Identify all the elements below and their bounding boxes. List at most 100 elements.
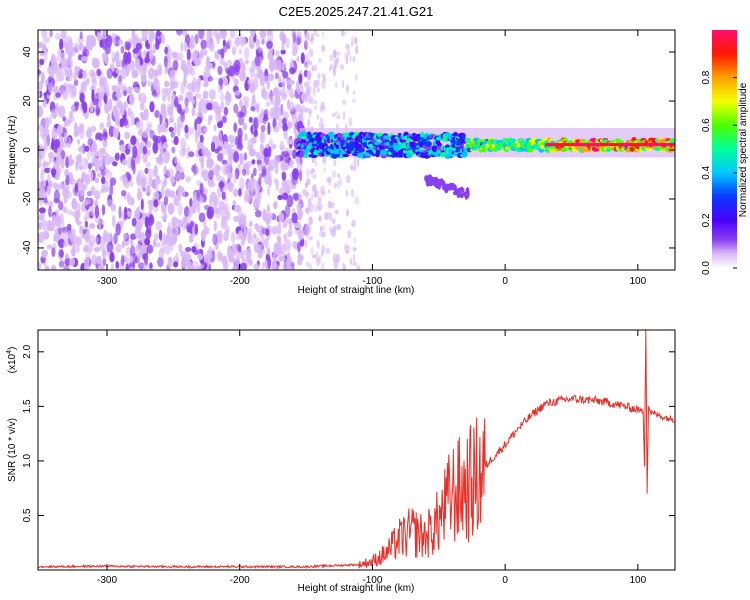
heatmap-cell bbox=[664, 143, 669, 147]
heatmap-cell bbox=[63, 195, 68, 204]
heatmap-cell bbox=[210, 140, 216, 153]
heatmap-cell bbox=[306, 59, 310, 64]
heatmap-cell bbox=[312, 254, 317, 259]
heatmap-cell bbox=[342, 80, 345, 89]
heatmap-cell bbox=[318, 58, 322, 64]
heatmap-cell bbox=[579, 143, 584, 147]
heatmap-cell bbox=[145, 42, 151, 50]
heatmap-cell bbox=[182, 146, 186, 156]
heatmap-cell bbox=[50, 109, 57, 117]
heatmap-cell bbox=[248, 220, 253, 228]
heatmap-cell bbox=[199, 182, 204, 195]
heatmap-cell bbox=[136, 58, 140, 71]
heatmap-cell bbox=[291, 240, 299, 248]
snr-series-line bbox=[38, 330, 675, 570]
heatmap-cell bbox=[442, 183, 447, 191]
heatmap-cell bbox=[296, 55, 300, 63]
heatmap-cell bbox=[305, 95, 308, 103]
heatmap-cell bbox=[220, 92, 225, 102]
heatmap-cell bbox=[253, 117, 259, 131]
heatmap-cell bbox=[233, 171, 237, 184]
heatmap-cell bbox=[259, 172, 264, 179]
heatmap-cell bbox=[335, 82, 338, 89]
heatmap-cell bbox=[261, 235, 265, 248]
heatmap-cell bbox=[229, 251, 235, 258]
heatmap-cell bbox=[314, 203, 318, 213]
heatmap-cell bbox=[153, 232, 159, 242]
heatmap-cell bbox=[153, 206, 159, 213]
heatmap-cell bbox=[240, 262, 247, 270]
heatmap-cell bbox=[58, 227, 62, 236]
heatmap-cell bbox=[333, 182, 337, 189]
heatmap-cell bbox=[46, 66, 53, 75]
heatmap-cell bbox=[547, 143, 552, 147]
heatmap-cell bbox=[87, 241, 94, 253]
heatmap-cell bbox=[238, 116, 245, 126]
heatmap-cell bbox=[58, 260, 65, 268]
heatmap-cell bbox=[240, 62, 246, 74]
heatmap-cell bbox=[236, 243, 241, 252]
heatmap-cell bbox=[104, 168, 109, 175]
heatmap-cell bbox=[614, 143, 618, 147]
heatmap-cell bbox=[142, 67, 147, 75]
heatmap-cell bbox=[43, 250, 48, 257]
heatmap-cell bbox=[183, 74, 187, 88]
heatmap-cell bbox=[42, 230, 50, 240]
heatmap-cell bbox=[175, 170, 181, 182]
heatmap-cell bbox=[619, 143, 624, 147]
heatmap-cell bbox=[303, 81, 309, 88]
heatmap-cell bbox=[190, 205, 197, 214]
heatmap-cell bbox=[304, 191, 309, 199]
heatmap-cell bbox=[84, 220, 89, 228]
heatmap-cell bbox=[283, 130, 288, 140]
heatmap-cell bbox=[73, 79, 79, 86]
heatmap-cell bbox=[62, 116, 66, 122]
heatmap-cell bbox=[352, 55, 356, 63]
heatmap-cell bbox=[347, 230, 352, 239]
heatmap-cell bbox=[255, 102, 260, 113]
heatmap-cell bbox=[175, 252, 179, 263]
heatmap-cell bbox=[147, 199, 153, 205]
heatmap-cell bbox=[178, 243, 183, 253]
heatmap-cell bbox=[126, 86, 133, 95]
heatmap-cell bbox=[318, 214, 322, 222]
heatmap-cell bbox=[595, 143, 600, 147]
heatmap-cell bbox=[169, 69, 176, 83]
heatmap-cell bbox=[42, 127, 50, 137]
heatmap-cell bbox=[160, 103, 166, 114]
heatmap-cell bbox=[254, 223, 259, 230]
heatmap-cell bbox=[304, 239, 308, 250]
heatmap-cell bbox=[206, 30, 213, 41]
heatmap-cell bbox=[282, 117, 287, 125]
heatmap-cell bbox=[311, 65, 315, 72]
heatmap-cell bbox=[335, 110, 338, 116]
heatmap-cell bbox=[159, 145, 164, 158]
heatmap-cell bbox=[165, 87, 172, 95]
heatmap-cell bbox=[238, 48, 242, 55]
heatmap-cell bbox=[320, 250, 324, 257]
heatmap-cell bbox=[98, 219, 102, 230]
heatmap-cell bbox=[68, 233, 73, 240]
heatmap-cell bbox=[199, 134, 204, 143]
heatmap-cell bbox=[185, 176, 192, 183]
heatmap-cell bbox=[336, 123, 339, 130]
heatmap-cell bbox=[130, 245, 136, 257]
heatmap-cell bbox=[76, 220, 82, 226]
heatmap-cell bbox=[79, 187, 85, 197]
heatmap-cell bbox=[57, 182, 65, 190]
heatmap-cell bbox=[307, 56, 311, 63]
heatmap-cell bbox=[127, 173, 132, 182]
heatmap-cell bbox=[166, 225, 172, 239]
heatmap-cell bbox=[38, 207, 46, 214]
heatmap-cell bbox=[334, 209, 339, 215]
heatmap-cell bbox=[68, 154, 73, 167]
heatmap-cell bbox=[149, 262, 153, 270]
heatmap-cell bbox=[96, 108, 101, 115]
heatmap-cell bbox=[250, 30, 256, 38]
heatmap-cell bbox=[99, 147, 106, 155]
heatmap-cell bbox=[182, 190, 186, 198]
heatmap-cell bbox=[154, 242, 161, 248]
heatmap-cell bbox=[110, 263, 115, 270]
heatmap-cell bbox=[262, 165, 267, 177]
snr-x-ticks: -300 -200 -100 0 100 bbox=[97, 330, 647, 586]
